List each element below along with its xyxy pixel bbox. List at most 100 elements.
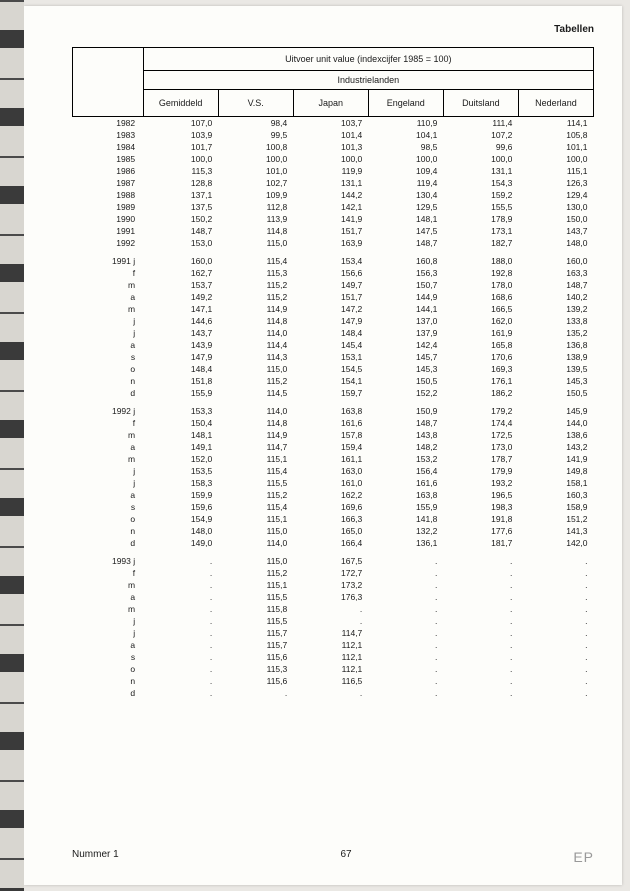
cell: 136,1 <box>368 537 443 549</box>
cell: . <box>518 627 593 639</box>
cell: 173,0 <box>443 441 518 453</box>
cell: 150,5 <box>368 375 443 387</box>
cell: 104,1 <box>368 129 443 141</box>
cell: 149,2 <box>143 291 218 303</box>
page: Tabellen Uitvoer unit value (indexcijfer… <box>24 6 622 885</box>
cell: 178,9 <box>443 213 518 225</box>
cell: 150,5 <box>518 387 593 399</box>
cell: 109,4 <box>368 165 443 177</box>
cell: . <box>293 615 368 627</box>
col-engeland: Engeland <box>368 90 443 117</box>
cell: 114,9 <box>218 429 293 441</box>
cell: 115,2 <box>218 567 293 579</box>
row-label: m <box>73 453 144 465</box>
row-label: d <box>73 537 144 549</box>
cell: 114,3 <box>218 351 293 363</box>
data-table-container: Uitvoer unit value (indexcijfer 1985 = 1… <box>72 47 594 699</box>
cell: 148,7 <box>368 237 443 249</box>
row-label: m <box>73 303 144 315</box>
cell: 139,5 <box>518 363 593 375</box>
cell: 153,4 <box>293 255 368 267</box>
cell: 101,3 <box>293 141 368 153</box>
cell: 115,2 <box>218 279 293 291</box>
cell: 142,4 <box>368 339 443 351</box>
table-row: o154,9115,1166,3141,8191,8151,2 <box>73 513 594 525</box>
cell: 149,7 <box>293 279 368 291</box>
table-body: 1982107,098,4103,7110,9111,4114,11983103… <box>73 117 594 700</box>
table-row: 1986115,3101,0119,9109,4131,1115,1 <box>73 165 594 177</box>
cell: . <box>143 591 218 603</box>
cell: 144,6 <box>143 315 218 327</box>
cell: 147,1 <box>143 303 218 315</box>
cell: 115,2 <box>218 291 293 303</box>
cell: 159,7 <box>293 387 368 399</box>
cell: . <box>518 591 593 603</box>
table-row: j153,5115,4163,0156,4179,9149,8 <box>73 465 594 477</box>
cell: 100,8 <box>218 141 293 153</box>
row-label: a <box>73 639 144 651</box>
cell: . <box>218 687 293 699</box>
cell: 111,4 <box>443 117 518 130</box>
cell: 114,9 <box>218 303 293 315</box>
cell: 143,7 <box>518 225 593 237</box>
cell: 115,5 <box>218 615 293 627</box>
cell: 148,0 <box>143 525 218 537</box>
cell: 140,2 <box>518 291 593 303</box>
cell: . <box>443 675 518 687</box>
cell: 160,0 <box>143 255 218 267</box>
cell: . <box>443 603 518 615</box>
table-row: 1993 j.115,0167,5... <box>73 555 594 567</box>
table-row: m148,1114,9157,8143,8172,5138,6 <box>73 429 594 441</box>
table-row: 1987128,8102,7131,1119,4154,3126,3 <box>73 177 594 189</box>
row-label: a <box>73 489 144 501</box>
row-label: 1989 <box>73 201 144 213</box>
row-label: 1982 <box>73 117 144 130</box>
row-label: j <box>73 477 144 489</box>
table-row: j158,3115,5161,0161,6193,2158,1 <box>73 477 594 489</box>
cell: 145,4 <box>293 339 368 351</box>
row-label: o <box>73 663 144 675</box>
table-row: a.115,5176,3... <box>73 591 594 603</box>
row-label: 1993 j <box>73 555 144 567</box>
cell: 115,1 <box>218 513 293 525</box>
cell: 126,3 <box>518 177 593 189</box>
row-label: n <box>73 525 144 537</box>
cell: 181,7 <box>443 537 518 549</box>
cell: 114,5 <box>218 387 293 399</box>
table-row: o.115,3112,1... <box>73 663 594 675</box>
cell: . <box>368 663 443 675</box>
cell: 156,3 <box>368 267 443 279</box>
cell: . <box>518 639 593 651</box>
table-row: n148,0115,0165,0132,2177,6141,3 <box>73 525 594 537</box>
cell: 115,0 <box>218 237 293 249</box>
cell: 179,2 <box>443 405 518 417</box>
cell: 114,1 <box>518 117 593 130</box>
cell: . <box>443 567 518 579</box>
spiral-binding <box>0 0 24 891</box>
row-label: 1990 <box>73 213 144 225</box>
row-label: j <box>73 615 144 627</box>
cell: 158,3 <box>143 477 218 489</box>
col-japan: Japan <box>293 90 368 117</box>
cell: 100,0 <box>518 153 593 165</box>
cell: 115,4 <box>218 255 293 267</box>
cell: 137,0 <box>368 315 443 327</box>
cell: 172,7 <box>293 567 368 579</box>
cell: 151,8 <box>143 375 218 387</box>
cell: 137,1 <box>143 189 218 201</box>
cell: 114,0 <box>218 405 293 417</box>
cell: . <box>443 591 518 603</box>
cell: 160,0 <box>518 255 593 267</box>
cell: 142,0 <box>518 537 593 549</box>
table-row: 1991 j160,0115,4153,4160,8188,0160,0 <box>73 255 594 267</box>
row-label: f <box>73 567 144 579</box>
col-vs: V.S. <box>218 90 293 117</box>
cell: 100,0 <box>293 153 368 165</box>
cell: 100,0 <box>368 153 443 165</box>
row-label: 1992 <box>73 237 144 249</box>
cell: 115,3 <box>218 267 293 279</box>
table-row: s147,9114,3153,1145,7170,6138,9 <box>73 351 594 363</box>
row-label: 1991 <box>73 225 144 237</box>
row-label: s <box>73 501 144 513</box>
cell: 166,5 <box>443 303 518 315</box>
